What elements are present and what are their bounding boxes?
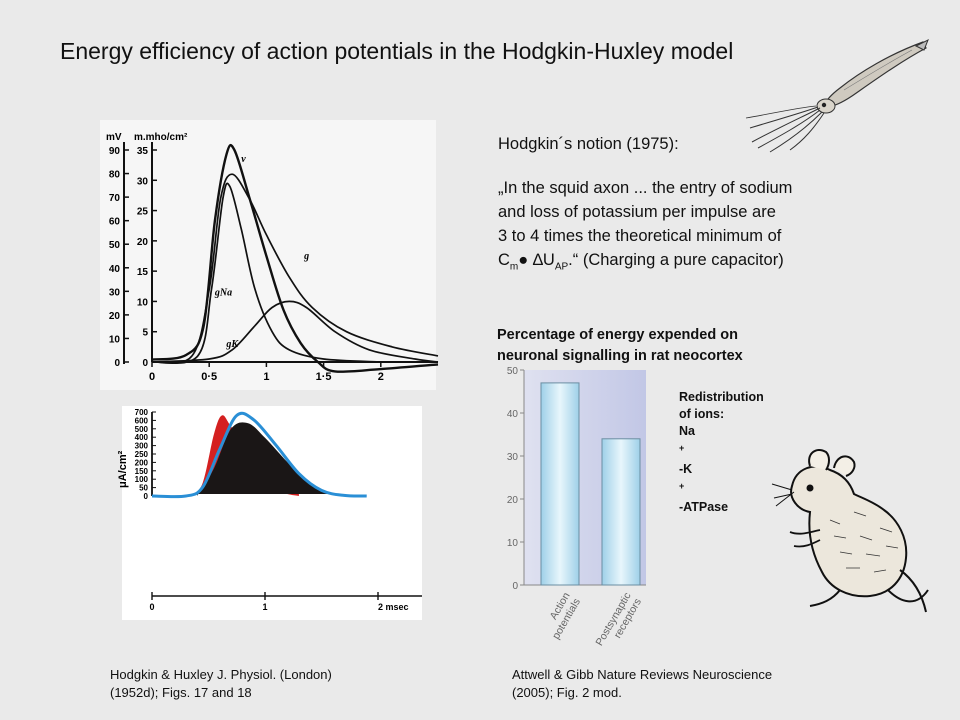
tick-label-mv: 20: [109, 311, 121, 322]
tick-label-mv: 70: [109, 193, 121, 204]
tick-label-conductance: 30: [137, 176, 149, 187]
squid-illustration: [745, 38, 929, 153]
tick-label-time: 1: [263, 371, 269, 383]
slide-title: Energy efficiency of action potentials i…: [60, 38, 734, 64]
tick-label-conductance: 20: [137, 237, 149, 248]
notion-suffix: .“ (Charging a pure capacitor): [568, 251, 784, 269]
notion-heading: Hodgkin´s notion (1975):: [498, 135, 679, 153]
bar-category-label: Postsynapticreceptors: [593, 591, 644, 655]
k-charge: +: [679, 481, 685, 492]
na-charge: +: [679, 443, 685, 453]
series-line-gNa: [151, 182, 381, 364]
tick-label-mv: 0: [114, 358, 120, 369]
current-tick-label: 200: [135, 458, 149, 467]
current-line-capacitive: [151, 411, 367, 499]
k-text: -K: [679, 462, 693, 477]
notion-mid: ● ∆U: [518, 251, 555, 269]
redistribution-label: Redistribution of ions: Na + -K + -ATPase: [679, 389, 764, 516]
tick-label-mv: 10: [109, 334, 121, 345]
y-axis-label-mv: mV: [106, 132, 122, 143]
rat-illustration: [771, 448, 929, 613]
curve-label-gK: gK: [225, 339, 239, 350]
curve-label-g: g: [303, 251, 309, 262]
tick-label-time: 0: [149, 371, 155, 383]
current-tick-label: 300: [135, 442, 149, 451]
bar-y-tick-label: 40: [507, 409, 519, 420]
bar-chart-title-line-2: neuronal signalling in rat neocortex: [497, 348, 743, 364]
tick-label-conductance: 10: [137, 297, 149, 308]
tick-label-mv: 30: [109, 287, 121, 298]
ref-left-line-1: Hodgkin & Huxley J. Physiol. (London): [110, 667, 332, 682]
redistribution-line-2: of ions:: [679, 407, 725, 421]
time-tick-label: 0: [149, 602, 154, 612]
tick-label-time: 1·5: [316, 371, 332, 383]
bar-y-tick-label: 10: [507, 538, 519, 549]
current-tick-label: 0: [144, 492, 149, 501]
tick-label-mv: 60: [109, 217, 121, 228]
current-tick-label: 100: [135, 475, 149, 484]
tick-label-mv: 40: [109, 264, 121, 275]
hodgkin-notion: Hodgkin´s notion (1975): „In the squid a…: [498, 132, 898, 279]
current-area-potassium: [197, 422, 345, 497]
notion-sub-ap: AP: [554, 261, 569, 273]
notion-c: C: [498, 251, 510, 269]
notion-line-4: Cm● ∆UAP.“ (Charging a pure capacitor): [498, 248, 898, 279]
tick-label-conductance: 25: [137, 207, 149, 218]
time-tick-label: 2 msec: [378, 602, 409, 612]
current-tick-label: 600: [135, 416, 149, 425]
tick-label-conductance: 0: [142, 358, 148, 369]
current-y-label: μA/cm²: [117, 450, 129, 488]
bar-chart-title-line-1: Percentage of energy expended on: [497, 327, 738, 343]
na-text: Na: [679, 424, 695, 438]
notion-line-2: and loss of potassium per impulse are: [498, 203, 776, 221]
tick-label-time: 2: [378, 371, 384, 383]
y-axis-label-conductance: m.mho/cm²: [134, 132, 188, 143]
curve-label-v: v: [241, 154, 246, 165]
bar-y-tick-label: 0: [512, 581, 518, 592]
series-line-gK: [151, 300, 439, 363]
tick-label-conductance: 35: [137, 146, 149, 157]
bar-y-tick-label: 20: [507, 495, 519, 506]
current-tick-label: 250: [135, 450, 149, 459]
series-line-g: [151, 173, 439, 364]
bar-postsynaptic-receptors: [601, 438, 641, 586]
tick-label-conductance: 15: [137, 267, 149, 278]
notion-line-1: „In the squid axon ... the entry of sodi…: [498, 179, 793, 197]
energy-bar-chart: 0 10 20 30 40 50 Actionpotentials Postsynapticr…: [507, 366, 646, 655]
ref-left-line-2: (1952d); Figs. 17 and 18: [110, 685, 252, 700]
hodgkin-huxley-figure: mV m.mho/cm²01020304050607080900510152025…: [100, 120, 439, 620]
tick-label-time: 0·5: [201, 371, 217, 383]
current-tick-label: 700: [135, 408, 149, 417]
tick-label-conductance: 5: [142, 328, 148, 339]
tick-label-mv: 50: [109, 240, 121, 251]
bar-y-tick-label: 50: [507, 366, 519, 377]
bar-category-label: Actionpotentials: [540, 590, 583, 641]
curve-label-gNa: gNa: [214, 287, 232, 298]
bar-chart-title: Percentage of energy expended on neurona…: [497, 325, 743, 367]
current-tick-label: 400: [135, 433, 149, 442]
current-tick-label: 150: [135, 467, 149, 476]
conductance-chart: mV m.mho/cm²01020304050607080900510152025…: [106, 132, 439, 383]
ref-right-line-2: (2005); Fig. 2 mod.: [512, 685, 622, 700]
ref-right-line-1: Attwell & Gibb Nature Reviews Neuroscien…: [512, 667, 773, 682]
atpase-text: -ATPase: [679, 500, 729, 515]
bar-action-potentials: [540, 382, 580, 586]
attwell-gibb-reference: Attwell & Gibb Nature Reviews Neuroscien…: [512, 666, 772, 702]
time-tick-label: 1: [262, 602, 267, 612]
current-tick-label: 500: [135, 425, 149, 434]
redistribution-line-1: Redistribution: [679, 390, 764, 404]
tick-label-mv: 80: [109, 170, 121, 181]
bar-y-tick-label: 30: [507, 452, 519, 463]
hodgkin-huxley-reference: Hodgkin & Huxley J. Physiol. (London) (1…: [110, 666, 332, 702]
current-tick-label: 50: [139, 484, 148, 493]
tick-label-mv: 90: [109, 146, 121, 157]
redistribution-line-3: Na + -K + -ATPase: [679, 423, 764, 516]
notion-line-3: 3 to 4 times the theoretical minimum of: [498, 227, 782, 245]
notion-sub-m: m: [509, 261, 519, 273]
